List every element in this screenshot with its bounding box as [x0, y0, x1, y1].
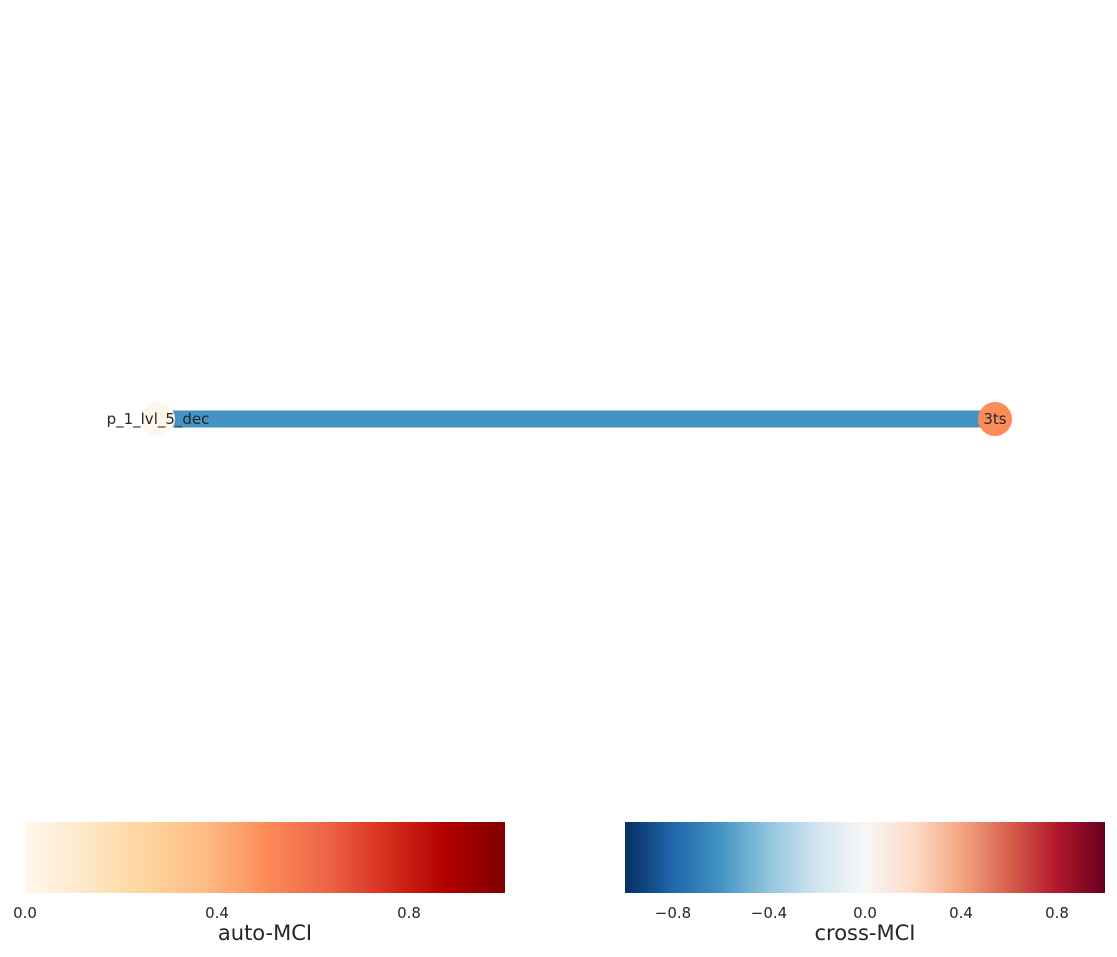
auto-mci-tick-label: 0.8	[397, 904, 421, 922]
cross-mci-gradient-bar	[625, 822, 1105, 893]
auto-mci-colorbar: 0.0 0.4 0.8 auto-MCI	[13, 822, 505, 945]
graph-node-p-1-lvl-5-dec	[141, 402, 175, 436]
auto-mci-tick-label: 0.0	[13, 904, 37, 922]
auto-mci-tick-label: 0.4	[205, 904, 229, 922]
cross-mci-colorbar: −0.8 −0.4 0.0 0.4 0.8 cross-MCI	[625, 822, 1105, 945]
node-label: p_1_lvl_5_dec	[107, 410, 210, 429]
cross-mci-tick-label: −0.4	[751, 904, 787, 922]
cross-mci-tick-label: −0.8	[655, 904, 691, 922]
graph-node-3ts	[978, 402, 1012, 436]
cross-mci-tick-label: 0.8	[1045, 904, 1069, 922]
node-label: 3ts	[983, 410, 1006, 428]
auto-mci-gradient-bar	[25, 822, 505, 893]
cross-mci-tick-label: 0.0	[853, 904, 877, 922]
cross-mci-tick-label: 0.4	[949, 904, 973, 922]
cross-mci-label: cross-MCI	[814, 921, 915, 945]
auto-mci-label: auto-MCI	[218, 921, 312, 945]
